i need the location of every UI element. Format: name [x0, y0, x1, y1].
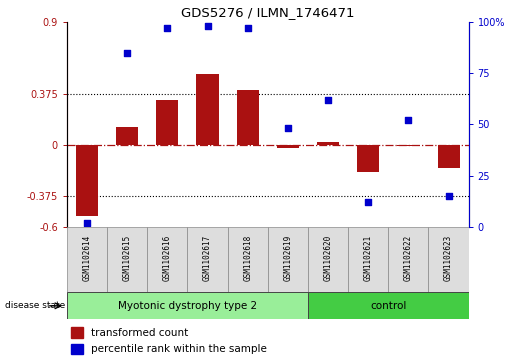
Point	[83, 220, 91, 226]
Bar	[116, 127, 138, 145]
Text: GSM1102614: GSM1102614	[82, 235, 92, 281]
FancyBboxPatch shape	[107, 227, 147, 292]
Title: GDS5276 / ILMN_1746471: GDS5276 / ILMN_1746471	[181, 6, 354, 19]
Text: GSM1102620: GSM1102620	[323, 235, 333, 281]
FancyBboxPatch shape	[348, 227, 388, 292]
Point	[203, 23, 212, 29]
FancyBboxPatch shape	[268, 227, 308, 292]
FancyBboxPatch shape	[67, 292, 308, 319]
Point	[284, 126, 292, 131]
Bar	[76, 145, 98, 216]
Text: transformed count: transformed count	[91, 327, 188, 338]
Point	[244, 25, 252, 31]
Text: GSM1102617: GSM1102617	[203, 235, 212, 281]
Bar	[157, 100, 178, 145]
FancyBboxPatch shape	[228, 227, 268, 292]
Text: GSM1102619: GSM1102619	[283, 235, 293, 281]
Point	[404, 117, 413, 123]
Text: Myotonic dystrophy type 2: Myotonic dystrophy type 2	[118, 301, 257, 311]
Point	[444, 193, 453, 199]
Bar	[357, 145, 379, 172]
Text: GSM1102623: GSM1102623	[444, 235, 453, 281]
Text: GSM1102615: GSM1102615	[123, 235, 132, 281]
FancyBboxPatch shape	[187, 227, 228, 292]
Bar	[398, 145, 419, 146]
Text: disease state: disease state	[5, 301, 65, 310]
Bar	[277, 145, 299, 148]
FancyBboxPatch shape	[308, 292, 469, 319]
Bar	[71, 344, 83, 354]
Bar	[237, 90, 259, 145]
FancyBboxPatch shape	[147, 227, 187, 292]
FancyBboxPatch shape	[428, 227, 469, 292]
Point	[324, 97, 332, 103]
Bar	[71, 327, 83, 338]
Text: GSM1102621: GSM1102621	[364, 235, 373, 281]
FancyBboxPatch shape	[388, 227, 428, 292]
Text: GSM1102618: GSM1102618	[243, 235, 252, 281]
FancyBboxPatch shape	[67, 227, 107, 292]
Text: percentile rank within the sample: percentile rank within the sample	[91, 344, 267, 354]
Text: GSM1102616: GSM1102616	[163, 235, 172, 281]
Bar	[438, 145, 459, 168]
Point	[364, 199, 372, 205]
Bar	[317, 142, 339, 145]
Text: GSM1102622: GSM1102622	[404, 235, 413, 281]
Bar	[197, 74, 218, 145]
Point	[163, 25, 171, 31]
Point	[123, 50, 131, 56]
FancyBboxPatch shape	[308, 227, 348, 292]
Text: control: control	[370, 301, 406, 311]
